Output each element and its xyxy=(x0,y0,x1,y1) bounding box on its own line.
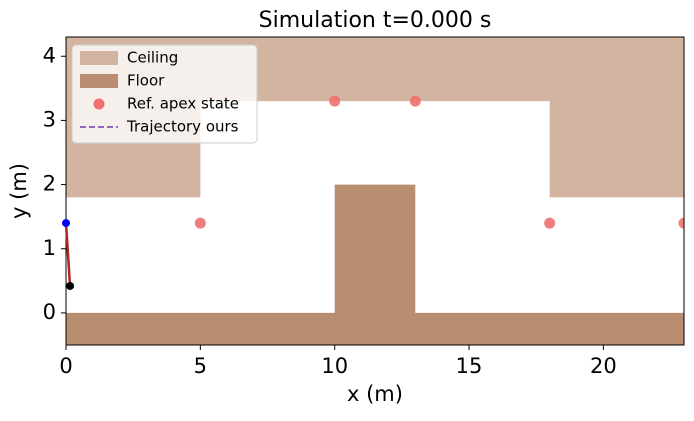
y-tick-label: 2 xyxy=(43,172,56,196)
fill-region xyxy=(66,184,684,345)
legend-label: Trajectory ours xyxy=(126,118,239,136)
y-tick-label: 3 xyxy=(43,107,56,131)
legend-swatch xyxy=(80,51,118,65)
y-tick-label: 4 xyxy=(43,43,56,67)
y-tick-label: 0 xyxy=(43,300,56,324)
ref-point xyxy=(409,95,421,107)
x-tick-label: 5 xyxy=(194,354,207,378)
body-joint xyxy=(62,219,70,228)
legend-label: Floor xyxy=(127,72,165,90)
x-tick-label: 15 xyxy=(456,354,483,378)
legend-box xyxy=(71,44,258,144)
legend: Ceiling Floor Ref. apex state Trajectory ou… xyxy=(71,44,258,144)
legend-swatch xyxy=(93,98,105,110)
body-joint xyxy=(66,281,75,290)
y-axis-label: y (m) xyxy=(7,163,31,219)
ref-point xyxy=(544,217,556,229)
x-axis-label: x (m) xyxy=(347,382,403,406)
legend-label: Ref. apex state xyxy=(127,95,239,113)
axes: 0 5 10 15 20 0 1 2 3 4 xyxy=(43,36,685,378)
ref-point xyxy=(678,217,684,229)
legend-label: Ceiling xyxy=(127,49,178,67)
x-tick-label: 0 xyxy=(59,354,72,378)
x-tick-label: 20 xyxy=(590,354,617,378)
axes-frame xyxy=(65,36,685,346)
x-tick-label: 10 xyxy=(321,354,348,378)
chart-title: Simulation t=0.000 s xyxy=(259,8,492,33)
legend-swatch xyxy=(80,74,118,88)
ref-point xyxy=(194,217,206,229)
ref-point xyxy=(329,95,341,107)
body-link xyxy=(64,223,72,287)
y-tick-label: 1 xyxy=(43,236,56,260)
